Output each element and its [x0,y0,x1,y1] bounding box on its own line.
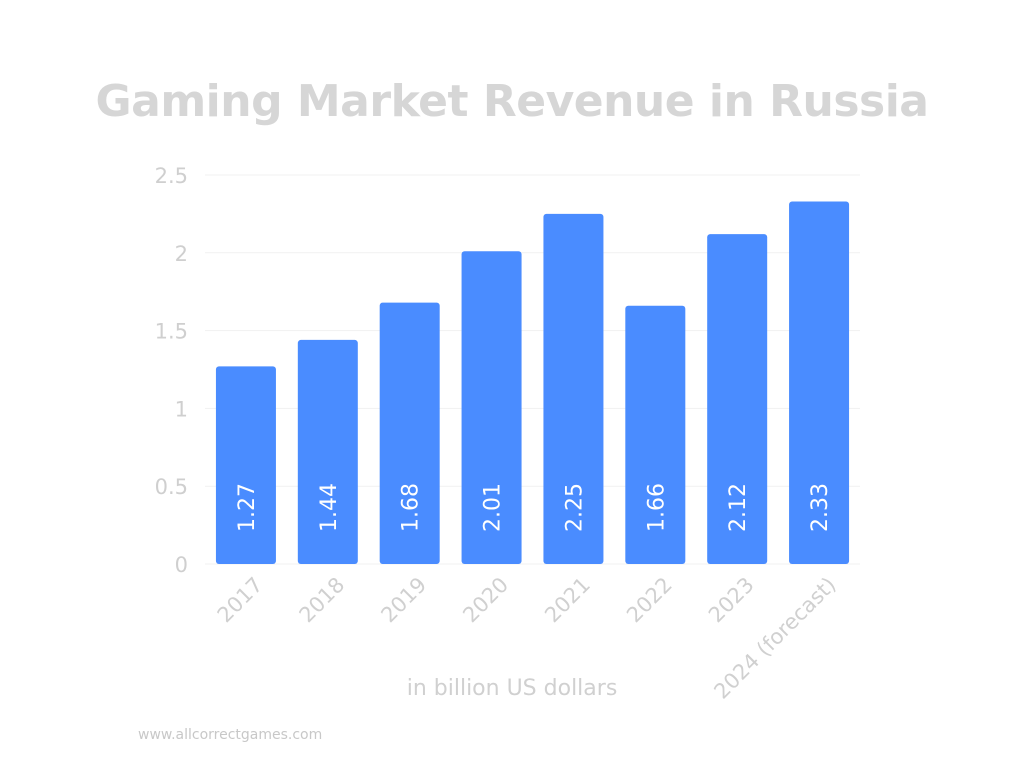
x-tick-label: 2022 [622,573,677,628]
data-label: 2.25 [562,483,587,532]
y-tick-label: 0.5 [155,475,188,499]
chart-title: Gaming Market Revenue in Russia [95,76,929,127]
data-label: 1.27 [235,483,260,532]
y-tick-label: 2.5 [155,164,188,188]
data-label: 2.01 [481,483,506,532]
data-label: 1.66 [644,483,669,532]
x-tick-label: 2017 [213,573,268,628]
bar [379,302,440,564]
y-tick-label: 0 [175,553,188,577]
bar [297,339,358,564]
data-labels: 1.27 1.44 1.68 2.01 2.25 1.66 2.12 2.33 [235,483,833,532]
y-axis-tick-labels: 0 0.5 1 1.5 2 2.5 [155,164,188,577]
x-axis-label: in billion US dollars [406,676,618,701]
x-tick-label: 2021 [540,573,595,628]
x-tick-label: 2019 [376,573,431,628]
source-credit: www.allcorrectgames.com [138,727,323,743]
bar [707,234,768,565]
data-label: 1.68 [399,483,424,532]
data-label: 2.33 [808,483,833,532]
data-label: 2.12 [726,483,751,532]
bar [461,251,522,564]
bar [543,213,604,564]
y-tick-label: 1 [175,397,188,421]
bar [215,366,276,564]
data-label: 1.44 [317,483,342,532]
bars [215,201,850,565]
y-tick-label: 1.5 [155,320,188,344]
bar [625,305,686,564]
bar [789,201,850,564]
x-tick-label: 2018 [295,573,350,628]
y-tick-label: 2 [175,242,188,266]
x-tick-label: 2023 [704,573,759,628]
x-tick-label: 2020 [458,573,513,628]
